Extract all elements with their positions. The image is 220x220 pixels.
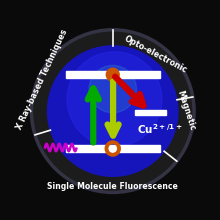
Text: $\mathbf{Cu^{2+/1+}}$: $\mathbf{Cu^{2+/1+}}$ [137, 122, 183, 136]
Bar [135, 110, 166, 115]
Circle shape [48, 46, 178, 176]
Circle shape [89, 65, 136, 113]
Bar [66, 145, 160, 152]
Bar [66, 71, 160, 78]
Text: Magnetic: Magnetic [176, 89, 197, 132]
Circle shape [106, 68, 119, 81]
Circle shape [67, 52, 162, 147]
Text: Single Molecule Fluorescence: Single Molecule Fluorescence [47, 182, 178, 191]
Text: Opto-electronic: Opto-electronic [123, 34, 189, 75]
Text: X Ray-based Techniques: X Ray-based Techniques [15, 28, 70, 131]
Circle shape [31, 30, 194, 192]
